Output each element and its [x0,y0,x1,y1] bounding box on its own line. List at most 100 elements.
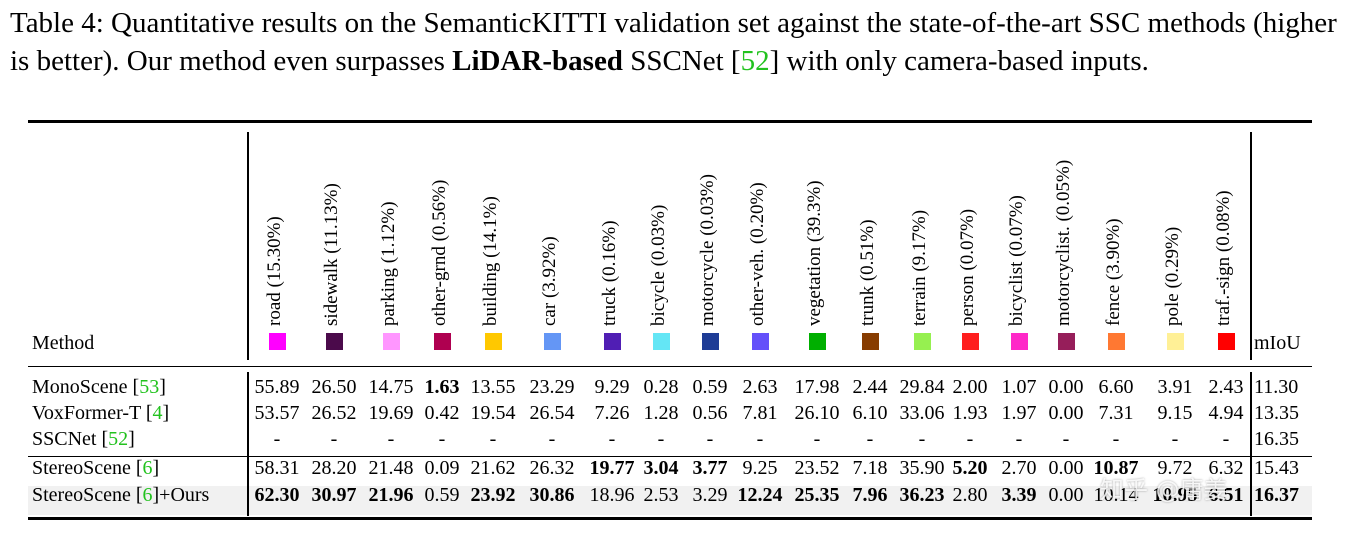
table-cell: 2.80 [952,484,988,506]
method-citation-link[interactable]: 4 [152,402,163,424]
table-cell: 0.00 [1048,484,1084,506]
table-cell: - [1112,428,1120,450]
method-name-1: VoxFormer-T [4] [32,402,170,424]
class-header-12: terrain (9.17%) [909,209,930,326]
method-citation-link[interactable]: 52 [108,428,129,450]
miou-cell: 16.35 [1254,428,1299,450]
table-cell: 23.52 [794,457,840,479]
table-cell: 0.59 [424,484,460,506]
table-cell: - [1222,428,1230,450]
table-cell: - [273,428,281,450]
table-cell: 0.09 [424,457,460,479]
class-header-5: car (3.92%) [539,236,560,326]
table-cell: 6.51 [1208,484,1244,506]
class-header-1: sidewalk (11.13%) [321,183,342,326]
method-citation-link[interactable]: 6 [142,484,153,506]
class-color-swatch-3 [434,333,451,350]
table-cell: - [489,428,497,450]
class-color-swatch-18 [1218,333,1235,350]
class-color-swatch-16 [1108,333,1125,350]
table-cell: 55.89 [254,376,300,398]
class-header-17: pole (0.29%) [1162,226,1183,326]
table-cell: 2.53 [643,484,679,506]
class-header-13: person (0.07%) [957,208,978,326]
class-header-3: other-grnd (0.56%) [429,179,450,326]
table-cell: 23.29 [529,376,575,398]
table-cell: - [813,428,821,450]
table-cell: - [756,428,764,450]
table-cell: 23.92 [470,484,516,506]
table-cell: 17.98 [794,376,840,398]
method-name-2: SSCNet [52] [32,428,135,450]
table-cell: 9.25 [742,457,778,479]
table-cell: 13.55 [470,376,516,398]
table-cell: 18.96 [589,484,635,506]
miou-cell: 13.35 [1254,402,1299,424]
table-cell: 3.77 [692,457,728,479]
table-cell: 1.63 [424,376,460,398]
table-cell: 30.86 [529,484,575,506]
table-cell: 25.35 [794,484,840,506]
class-color-swatch-6 [604,333,621,350]
table-cell: 26.50 [311,376,357,398]
caption-citation-link[interactable]: 52 [740,45,770,77]
method-name-3: StereoScene [6] [32,457,160,479]
table-cell: 0.56 [692,402,728,424]
table-cell: 4.94 [1208,402,1244,424]
table-cell: 1.28 [643,402,679,424]
class-header-0: road (15.30%) [264,216,285,326]
miou-header: mIoU [1254,332,1301,354]
table-cell: 19.77 [589,457,635,479]
table-cell: 26.52 [311,402,357,424]
highlight-row-background [28,486,1312,515]
table-cell: 2.43 [1208,376,1244,398]
table-cell: - [330,428,338,450]
table-cell: 26.10 [794,402,840,424]
table-cell: - [1171,428,1179,450]
method-header: Method [32,332,95,354]
table-cell: 29.84 [899,376,945,398]
miou-column-divider-body [1250,372,1252,516]
table-bottom-rule [28,517,1312,520]
table-cell: 21.62 [470,457,516,479]
table-cell: 1.97 [1001,402,1037,424]
table-cell: 3.04 [643,457,679,479]
table-cell: 3.91 [1157,376,1193,398]
method-citation-link[interactable]: 53 [139,376,160,398]
table-cell: 62.30 [254,484,300,506]
class-color-swatch-12 [914,333,931,350]
class-color-swatch-11 [862,333,879,350]
group-divider-rule [28,456,1312,457]
table-cell: - [657,428,665,450]
table-cell: 10.14 [1093,484,1139,506]
class-header-11: trunk (0.51%) [857,219,878,326]
table-cell: 21.48 [368,457,414,479]
table-cell: 1.93 [952,402,988,424]
table-cell: 2.63 [742,376,778,398]
table-cell: - [1062,428,1070,450]
table-cell: - [866,428,874,450]
table-cell: 53.57 [254,402,300,424]
table-cell: 7.81 [742,402,778,424]
table-cell: 1.07 [1001,376,1037,398]
table-cell: 19.54 [470,402,516,424]
table-cell: 6.60 [1098,376,1134,398]
table-caption: Table 4: Quantitative results on the Sem… [10,7,1337,77]
method-name-4: StereoScene [6]+Ours [32,484,210,506]
table-cell: 9.15 [1157,402,1193,424]
class-header-14: bicyclist (0.07%) [1006,195,1027,326]
method-citation-link[interactable]: 6 [142,457,153,479]
miou-cell: 15.43 [1254,457,1299,479]
table-cell: 3.29 [692,484,728,506]
class-color-swatch-5 [544,333,561,350]
table-cell: 36.23 [899,484,945,506]
table-cell: 2.70 [1001,457,1037,479]
table-cell: 0.59 [692,376,728,398]
class-color-swatch-17 [1167,333,1184,350]
table-cell: 2.00 [952,376,988,398]
table-cell: - [387,428,395,450]
table-cell: 2.44 [852,376,888,398]
class-header-2: parking (1.12%) [378,201,399,326]
table-cell: 33.06 [899,402,945,424]
class-color-swatch-1 [326,333,343,350]
